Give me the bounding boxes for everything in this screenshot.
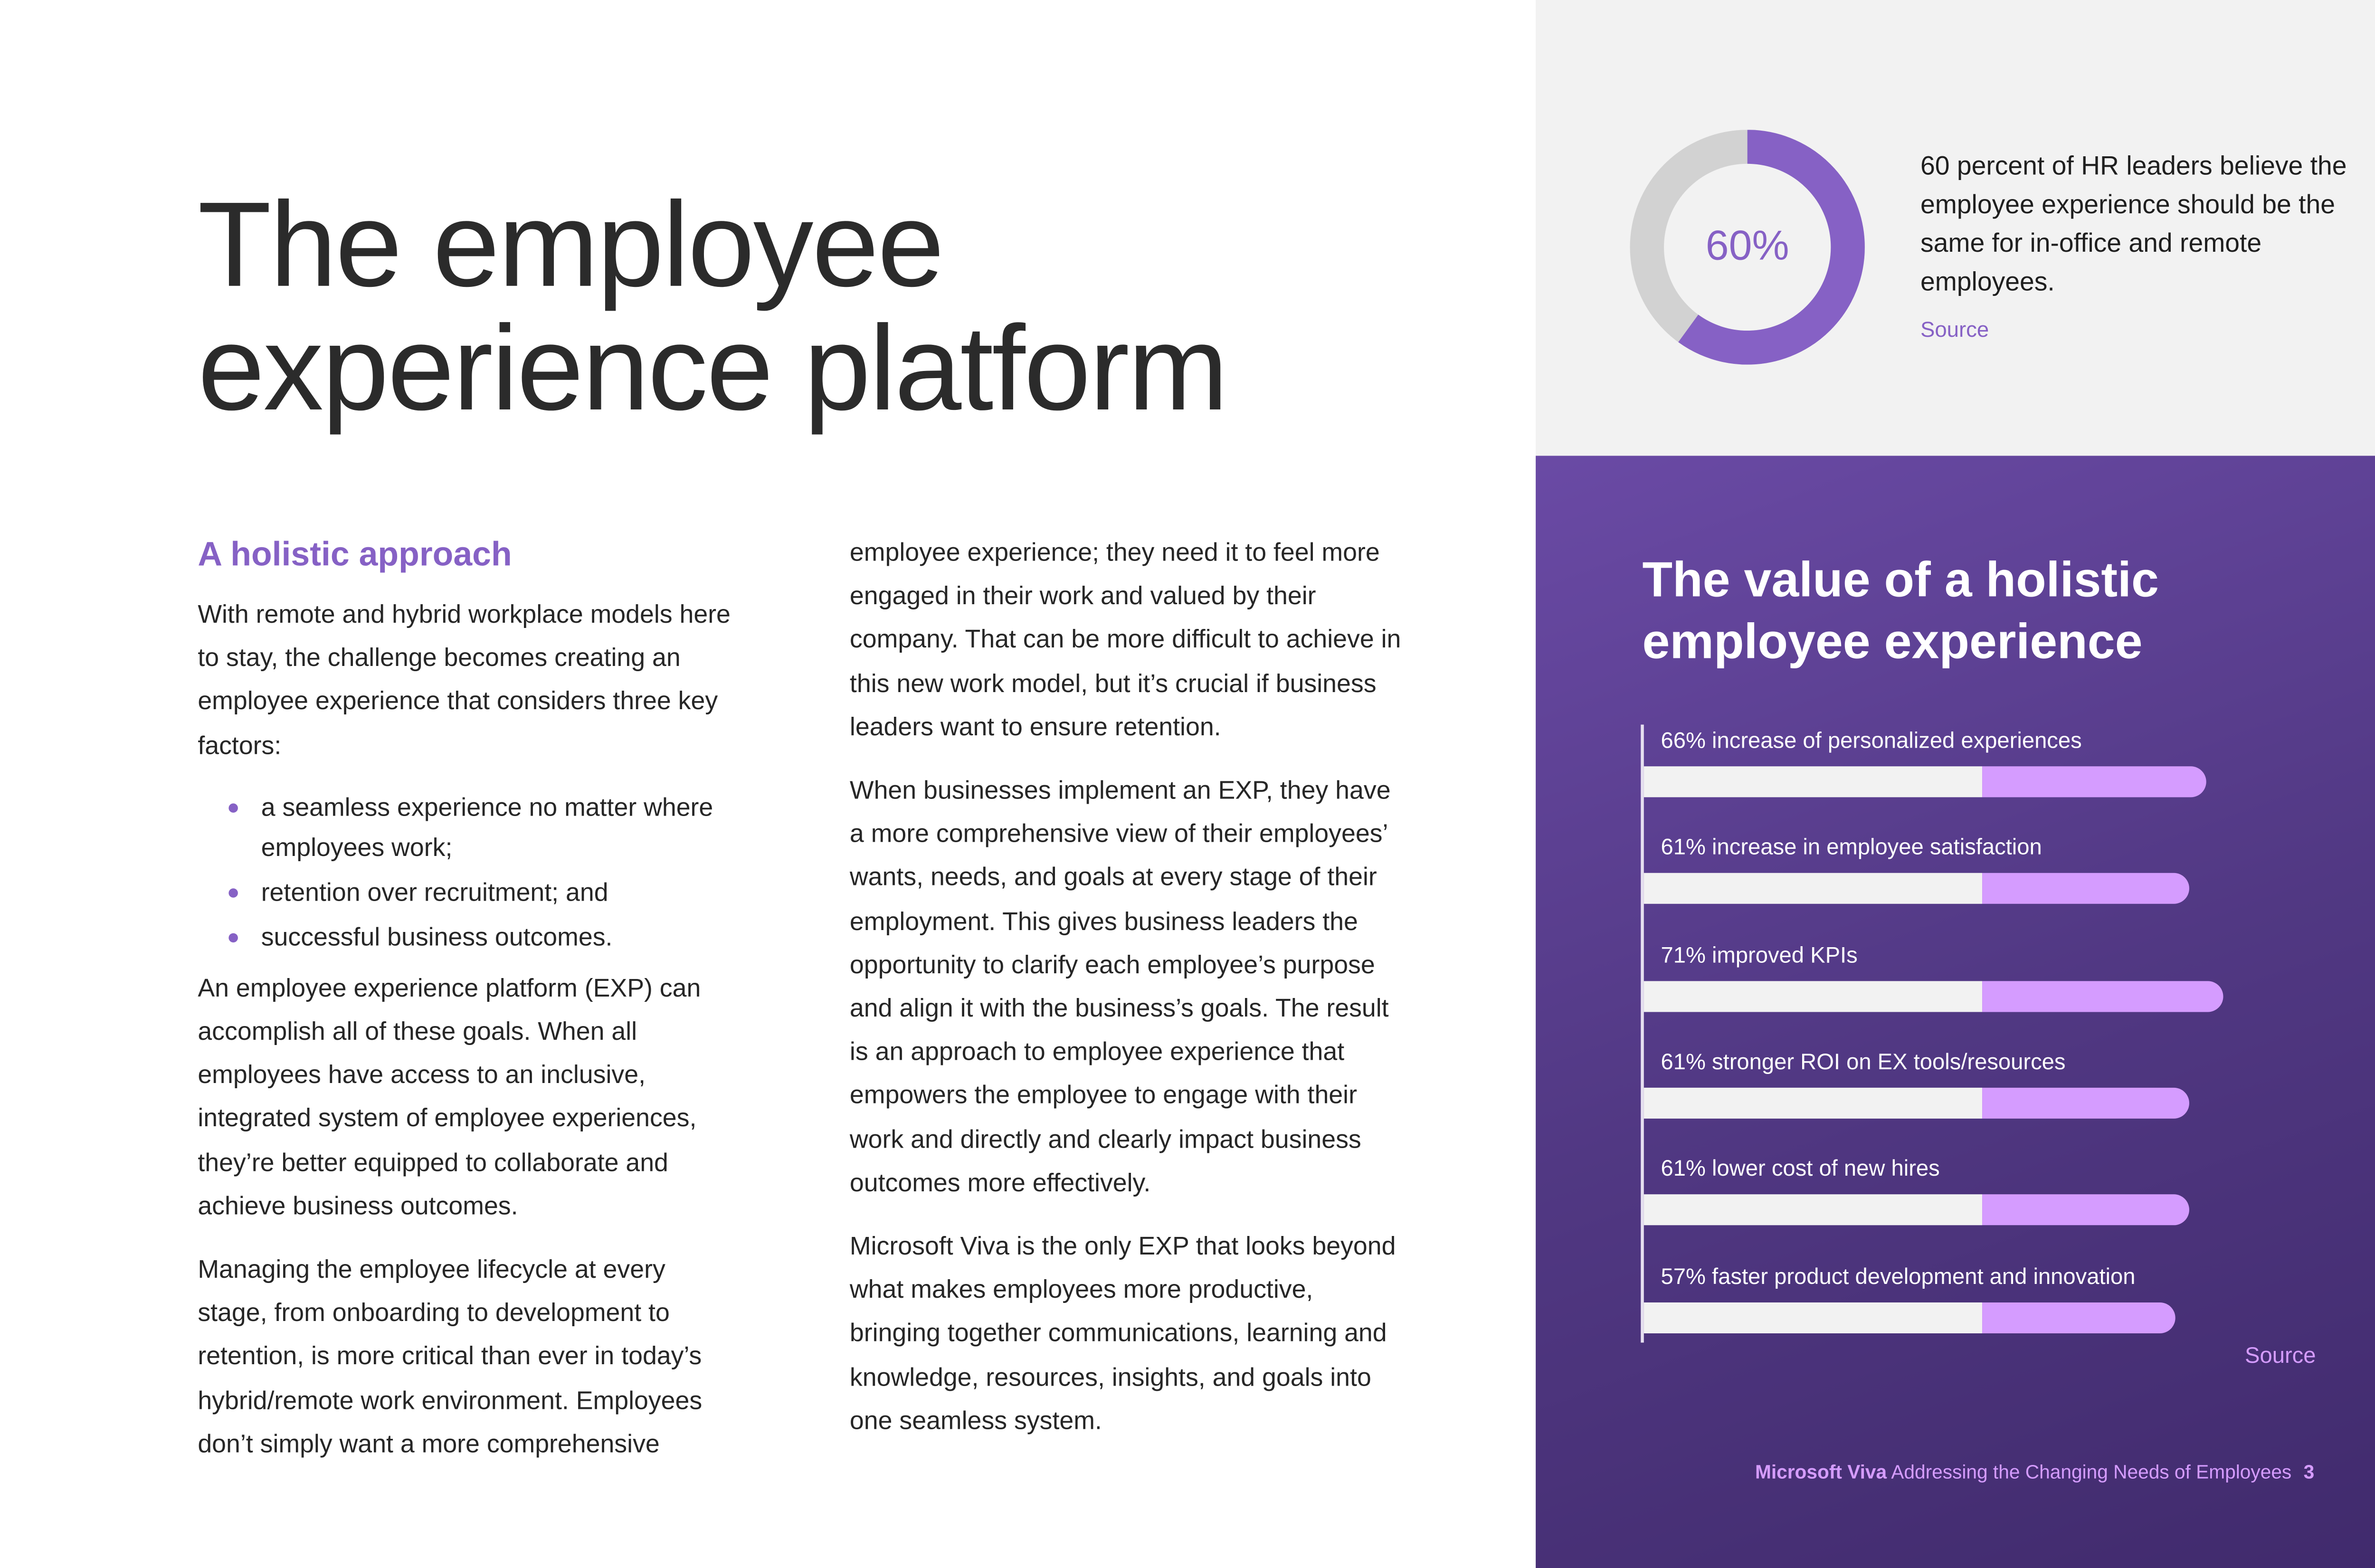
footer: Microsoft Viva Addressing the Changing N… <box>1755 1462 2291 1483</box>
section-heading: A holistic approach <box>198 534 512 573</box>
panel-title: The value of a holistic employee experie… <box>1642 551 2159 669</box>
bar-base <box>1644 1087 1983 1119</box>
bar-base <box>1644 1302 1983 1333</box>
page-number: 3 <box>2303 1461 2315 1483</box>
bar-label: 66% increase of personalized experiences <box>1661 729 2082 754</box>
title-line-2: experience platform <box>198 300 1228 436</box>
bar-fill <box>1982 766 2207 798</box>
bar-label: 71% improved KPIs <box>1661 943 1858 969</box>
bar-label: 61% stronger ROI on EX tools/resources <box>1661 1050 2066 1075</box>
bar-label: 61% increase in employee satisfaction <box>1661 836 2042 861</box>
column-2: employee experience; they need it to fee… <box>850 532 1406 1463</box>
list-item: retention over recruitment; and <box>228 873 731 913</box>
donut-chart <box>1630 130 1865 365</box>
paragraph: Managing the employee lifecycle at every… <box>198 1256 703 1458</box>
stat-panel <box>1536 0 2375 456</box>
bar-fill <box>1982 873 2190 904</box>
paragraph: Microsoft Viva is the only EXP that look… <box>849 1233 1396 1435</box>
chart-source-link[interactable]: Source <box>2245 1344 2316 1369</box>
paragraph: employee experience; they need it to fee… <box>849 539 1401 741</box>
bar-fill <box>1982 1194 2190 1226</box>
stat-source-link[interactable]: Source <box>1920 316 1989 342</box>
bar-base <box>1644 766 1983 798</box>
paragraph: With remote and hybrid workplace models … <box>198 601 731 760</box>
footer-brand: Microsoft Viva <box>1755 1461 1887 1483</box>
bar-base <box>1644 980 1983 1012</box>
donut-value: 60% <box>1705 222 1789 269</box>
bar-label: 61% lower cost of new hires <box>1661 1157 1940 1182</box>
page-title: The employee experience platform <box>198 182 1228 429</box>
footer-doc-title: Addressing the Changing Needs of Employe… <box>1891 1461 2292 1483</box>
list-item: successful business outcomes. <box>228 917 731 958</box>
bar-base <box>1644 873 1983 904</box>
bar-label: 57% faster product development and innov… <box>1661 1264 2136 1290</box>
bar-fill <box>1982 1087 2190 1119</box>
paragraph: When businesses implement an EXP, they h… <box>849 777 1391 1197</box>
paragraph: An employee experience platform (EXP) ca… <box>198 974 701 1220</box>
bar-fill <box>1982 1302 2176 1333</box>
bullet-list: a seamless experience no matter where em… <box>198 788 731 958</box>
value-panel <box>1536 456 2375 1568</box>
bar-fill <box>1982 980 2224 1012</box>
stat-text: 60 percent of HR leaders believe the emp… <box>1920 151 2347 297</box>
title-line-1: The employee <box>198 176 944 313</box>
bar-base <box>1644 1194 1983 1226</box>
chart-axis <box>1641 724 1644 1343</box>
column-1: A holistic approach With remote and hybr… <box>198 528 731 1486</box>
donut-fill <box>1630 130 1865 365</box>
list-item: a seamless experience no matter where em… <box>228 788 731 868</box>
